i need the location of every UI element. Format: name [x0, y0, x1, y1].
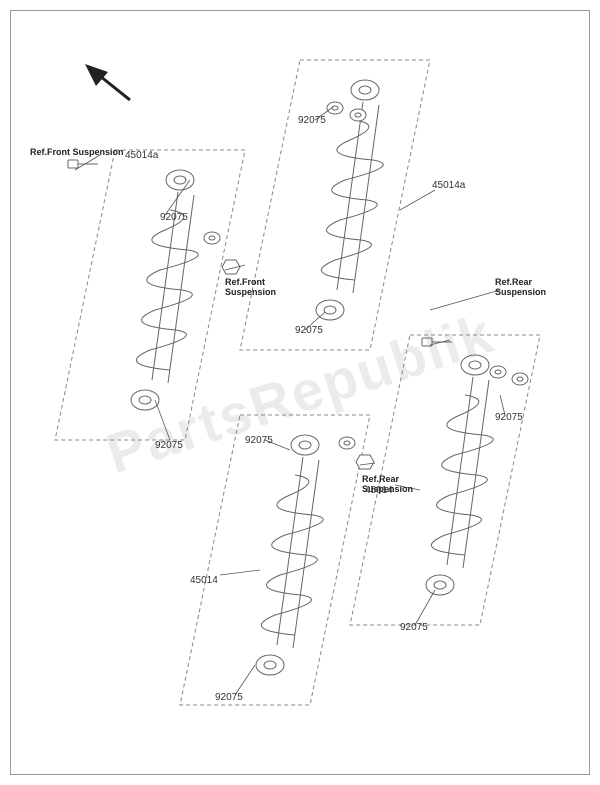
- label-92075-6: 92075: [215, 692, 243, 703]
- label-92075-2: 92075: [155, 440, 183, 451]
- label-45014a-1: 45014a: [125, 150, 158, 161]
- label-45014-1: 45014: [190, 575, 218, 586]
- ref-rear-1: Ref.RearSuspension: [495, 278, 546, 298]
- label-92075-4: 92075: [295, 325, 323, 336]
- ref-front-2: Ref.FrontSuspension: [225, 278, 276, 298]
- label-92075-8: 92075: [400, 622, 428, 633]
- ref-front-1: Ref.Front Suspension: [30, 148, 124, 158]
- label-92075-3: 92075: [298, 115, 326, 126]
- label-92075-5: 92075: [245, 435, 273, 446]
- label-45014a-2: 45014a: [432, 180, 465, 191]
- label-45014-2: 45014: [365, 485, 393, 496]
- label-92075-7: 92075: [495, 412, 523, 423]
- label-92075-1: 92075: [160, 212, 188, 223]
